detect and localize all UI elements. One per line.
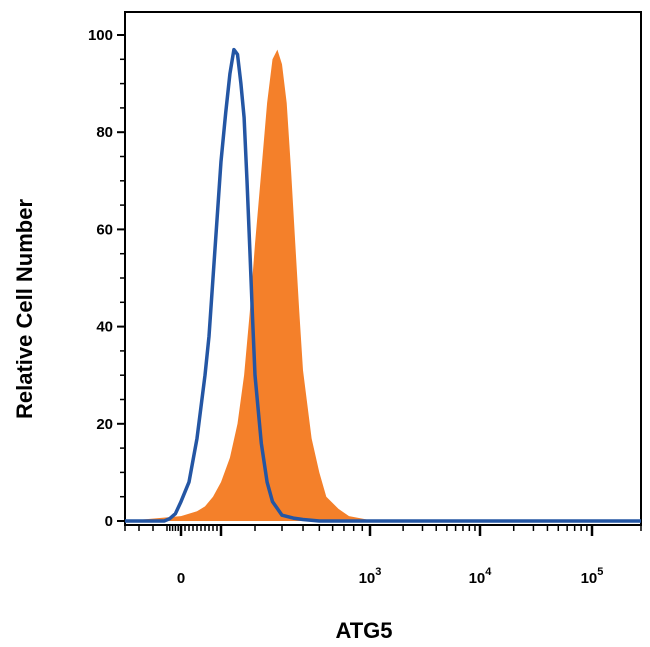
x-tick-exponent: 4 <box>485 566 492 578</box>
y-tick-label: 80 <box>96 124 113 141</box>
series-1-line <box>125 47 641 523</box>
y-tick-label: 0 <box>105 513 113 530</box>
x-axis: 0 103 104 105 <box>124 525 642 587</box>
x-tick-base: 10 <box>359 570 376 587</box>
plot-area <box>124 11 642 526</box>
x-tick-label: 103 <box>359 566 382 587</box>
x-tick-base: 10 <box>469 570 486 587</box>
x-tick-exponent: 3 <box>375 566 381 578</box>
x-tick-base: 10 <box>581 570 598 587</box>
x-tick-label: 104 <box>469 566 493 587</box>
y-tick-label: 40 <box>96 319 113 336</box>
x-axis-title: ATG5 <box>335 618 392 643</box>
x-tick-base: 0 <box>177 570 185 587</box>
x-tick-label: 105 <box>581 566 604 587</box>
series-layer <box>125 47 641 523</box>
x-tick-exponent: 5 <box>597 566 603 578</box>
series-0-area <box>125 49 641 521</box>
y-axis-title: Relative Cell Number <box>12 199 37 420</box>
y-tick-label: 20 <box>96 416 113 433</box>
y-axis: 0 20 40 60 80 100 <box>88 27 125 530</box>
y-tick-label: 60 <box>96 221 113 238</box>
y-tick-label: 100 <box>88 27 113 44</box>
x-tick-label: 0 <box>177 570 185 587</box>
plot-frame <box>124 11 642 526</box>
